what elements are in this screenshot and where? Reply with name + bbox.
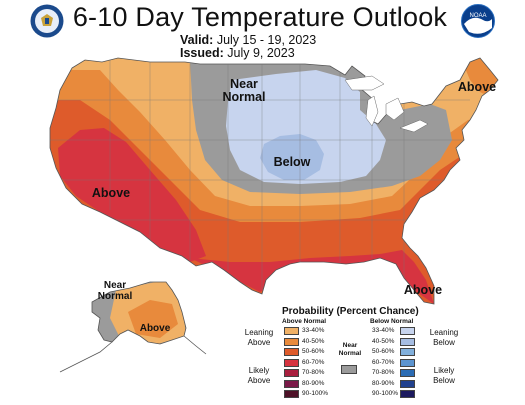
likely-above-line1: Likely xyxy=(248,366,270,375)
label-near-normal-alaska-1: Near xyxy=(104,280,126,291)
legend-above-swatch-6 xyxy=(284,390,299,398)
leaning-above-line2: Above xyxy=(247,338,271,347)
likely-above-line2: Above xyxy=(247,376,271,385)
valid-label: Valid: xyxy=(180,33,214,47)
legend-below-range-5: 80-90% xyxy=(372,379,395,387)
legend-below-swatch-6 xyxy=(400,390,415,398)
legend-above-range-2: 50-60% xyxy=(302,348,325,355)
legend-above-range-3: 60-70% xyxy=(302,358,325,366)
label-near-normal-north-2: Normal xyxy=(222,90,265,104)
legend-above-range-1: 40-50% xyxy=(302,337,325,345)
legend-below-swatch-5 xyxy=(400,379,415,388)
legend-leaning-below: Leaning Below xyxy=(424,328,464,348)
commerce-seal-icon xyxy=(30,4,64,38)
valid-dates: Valid: July 15 - 19, 2023 xyxy=(180,33,316,47)
legend-above-swatch-3 xyxy=(284,358,299,367)
legend-below-range-3: 60-70% xyxy=(372,358,395,366)
alaska-outline xyxy=(91,281,187,345)
label-above-west: Above xyxy=(92,186,130,200)
legend-above-range-0: 33-40% xyxy=(302,327,325,334)
legend-below-swatch-0 xyxy=(400,327,415,335)
legend-above-swatch-4 xyxy=(284,369,299,377)
legend-above-header: Above Normal xyxy=(282,318,327,325)
state-borders xyxy=(50,58,470,290)
legend-below-header: Below Normal xyxy=(370,318,414,325)
legend-below-swatch-2 xyxy=(400,348,415,356)
legend-above-range-4: 70-80% xyxy=(302,369,325,376)
valid-value: July 15 - 19, 2023 xyxy=(216,33,317,47)
alaska-shading xyxy=(92,282,186,344)
issued-label: Issued: xyxy=(180,46,224,60)
label-below-midwest: Below xyxy=(274,155,311,169)
noaa-logo-icon: NOAA xyxy=(461,4,495,38)
great-lakes xyxy=(344,75,429,133)
likely-below-line2: Below xyxy=(433,376,455,385)
legend-near-line2: Normal xyxy=(338,350,362,357)
likely-below-line1: Likely xyxy=(433,366,455,375)
leaning-below-line1: Leaning xyxy=(429,328,459,337)
legend-near-label: Near Normal xyxy=(336,342,364,358)
legend-above-swatch-2 xyxy=(284,348,299,356)
leaning-above-line1: Leaning xyxy=(244,328,274,337)
legend-below-range-2: 50-60% xyxy=(372,348,395,355)
legend-likely-above: Likely Above xyxy=(240,366,278,386)
legend-above-range-6: 90-100% xyxy=(302,390,329,397)
legend-above-swatch-1 xyxy=(284,337,299,346)
legend-above-swatch-0 xyxy=(284,327,299,335)
legend-title: Probability (Percent Chance) xyxy=(282,306,419,317)
issued-value: July 9, 2023 xyxy=(227,46,295,60)
legend-below-range-1: 40-50% xyxy=(372,337,395,345)
issued-date: Issued: July 9, 2023 xyxy=(180,46,295,60)
legend-near-line1: Near xyxy=(342,342,358,349)
label-above-alaska: Above xyxy=(140,323,171,334)
legend-leaning-above: Leaning Above xyxy=(240,328,278,348)
legend-below-swatch-3 xyxy=(400,358,415,367)
page-title: 6-10 Day Temperature Outlook xyxy=(72,2,448,32)
leaning-below-line2: Below xyxy=(433,338,455,347)
legend-below-range-0: 33-40% xyxy=(372,327,395,334)
legend-likely-below: Likely Below xyxy=(424,366,464,386)
legend-above-swatch-5 xyxy=(284,379,299,388)
legend-below-swatch-4 xyxy=(400,369,415,377)
aleutian-islands xyxy=(59,341,113,373)
legend-below-swatch-1 xyxy=(400,337,415,346)
legend-near-swatch xyxy=(341,365,357,374)
svg-text:NOAA: NOAA xyxy=(469,13,486,19)
legend-below-range-4: 70-80% xyxy=(372,369,395,376)
label-above-florida: Above xyxy=(404,283,442,297)
label-near-normal-alaska-2: Normal xyxy=(98,291,133,302)
legend-below-range-6: 90-100% xyxy=(372,390,399,397)
label-near-normal-north-1: Near xyxy=(230,77,258,91)
alaska-panhandle xyxy=(183,335,207,355)
legend-above-range-5: 80-90% xyxy=(302,379,325,387)
label-above-northeast: Above xyxy=(458,80,496,94)
